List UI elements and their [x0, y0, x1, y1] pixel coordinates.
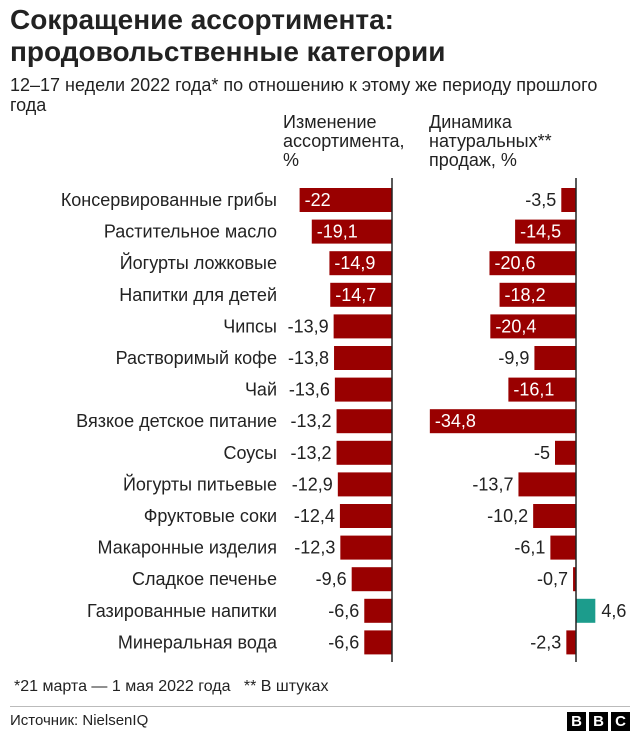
- data-label: 4,6: [601, 601, 626, 621]
- bar: [333, 314, 392, 339]
- data-label: -13,2: [291, 411, 332, 431]
- data-label: -14,9: [334, 253, 375, 273]
- data-label: -20,6: [494, 253, 535, 273]
- data-label: -13,8: [288, 348, 329, 368]
- bar: [576, 598, 596, 623]
- bar: [573, 567, 576, 592]
- bar: [515, 219, 576, 244]
- category-label: Соусы: [223, 443, 277, 463]
- bar: [555, 440, 576, 465]
- bar: [336, 409, 392, 434]
- category-label: Макаронные изделия: [98, 538, 277, 558]
- category-label: Напитки для детей: [119, 285, 277, 305]
- footer-divider: [10, 706, 630, 707]
- data-label: -12,4: [294, 506, 335, 526]
- bar: [311, 219, 392, 244]
- series-2-header: Динамика натуральных** продаж, %: [429, 112, 552, 170]
- data-label: -12,9: [292, 474, 333, 494]
- category-label: Консервированные грибы: [61, 190, 277, 210]
- bar: [329, 251, 392, 276]
- data-label: -6,1: [514, 538, 545, 558]
- category-label: Растворимый кофе: [116, 348, 277, 368]
- data-label: -13,2: [291, 443, 332, 463]
- data-label: -6,6: [328, 601, 359, 621]
- bar: [499, 282, 576, 307]
- bar: [518, 472, 576, 497]
- bar: [334, 346, 392, 370]
- bar: [364, 630, 392, 655]
- category-label: Йогурты ложковые: [120, 252, 277, 273]
- category-label: Сладкое печенье: [132, 569, 277, 589]
- data-label: -13,9: [288, 316, 329, 336]
- bar: [490, 314, 576, 339]
- bar: [299, 188, 392, 212]
- data-label: -22: [305, 190, 331, 210]
- category-label: Вязкое детское питание: [76, 411, 277, 431]
- data-label: -13,6: [289, 380, 330, 400]
- chart-subtitle: 12–17 недели 2022 года* по отношению к э…: [10, 75, 598, 115]
- category-label: Минеральная вода: [118, 632, 278, 652]
- data-label: -5: [534, 443, 550, 463]
- data-label: -12,3: [294, 538, 335, 558]
- bar: [533, 504, 576, 528]
- category-label: Чай: [245, 380, 277, 400]
- bar: [534, 346, 576, 370]
- bar: [508, 377, 576, 402]
- bar: [340, 535, 392, 560]
- data-label: -2,3: [530, 632, 561, 652]
- bar: [337, 472, 392, 497]
- data-label: -14,5: [520, 222, 561, 242]
- data-label: -34,8: [435, 411, 476, 431]
- data-label: -19,1: [317, 222, 358, 242]
- source-note: Источник: NielsenIQ: [10, 712, 149, 729]
- category-label: Растительное масло: [104, 222, 277, 242]
- category-label: Газированные напитки: [87, 601, 277, 621]
- bar: [339, 504, 392, 528]
- bar: [561, 188, 576, 212]
- data-label: -20,4: [495, 316, 536, 336]
- bar: [489, 251, 576, 276]
- bbc-logo: B B C: [567, 712, 630, 731]
- bar: [330, 282, 392, 307]
- bar: [550, 535, 576, 560]
- data-label: -10,2: [487, 506, 528, 526]
- data-label: -3,5: [525, 190, 556, 210]
- category-label: Йогурты питьевые: [123, 473, 277, 494]
- bar: [429, 409, 576, 434]
- category-label: Фруктовые соки: [144, 506, 277, 526]
- series-1-header: Изменение ассортимента, %: [283, 112, 405, 170]
- data-label: -9,6: [316, 569, 347, 589]
- bbc-logo-letter: B: [589, 712, 608, 731]
- data-label: -18,2: [505, 285, 546, 305]
- data-label: -0,7: [537, 569, 568, 589]
- footnote: *21 марта — 1 мая 2022 года ** В штуках: [14, 678, 329, 695]
- bbc-logo-letter: B: [567, 712, 586, 731]
- data-label: -9,9: [498, 348, 529, 368]
- bar: [334, 377, 392, 402]
- chart-title: Сокращение ассортимента: продовольственн…: [10, 4, 446, 67]
- bar: [566, 630, 576, 655]
- bar: [364, 598, 392, 623]
- data-label: -16,1: [513, 380, 554, 400]
- data-label: -13,7: [472, 474, 513, 494]
- bar-chart: Консервированные грибы Растительное масло…: [61, 178, 626, 662]
- bbc-logo-letter: C: [611, 712, 630, 731]
- bar: [351, 567, 392, 592]
- data-label: -14,7: [335, 285, 376, 305]
- bar: [336, 440, 392, 465]
- category-label: Чипсы: [223, 316, 277, 336]
- data-label: -6,6: [328, 632, 359, 652]
